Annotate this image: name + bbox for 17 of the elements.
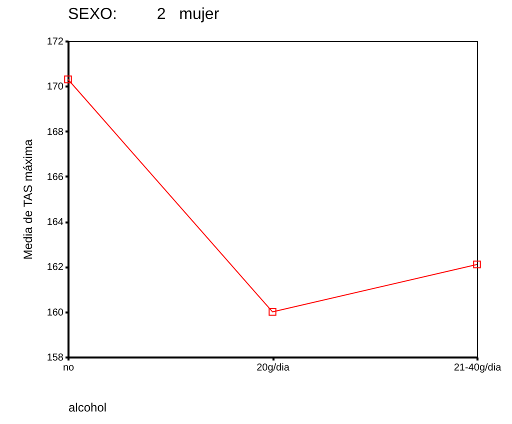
- x-tick-label: no: [62, 362, 74, 374]
- y-tick-label: 160: [46, 307, 64, 318]
- y-tick-label: 166: [46, 172, 64, 183]
- point: [473, 260, 481, 268]
- y-tick-label: 158: [46, 352, 64, 364]
- x-axis-title: alcohol: [68, 400, 107, 414]
- y-axis-title: Media de TAS máxima: [20, 139, 35, 260]
- point: [268, 308, 276, 316]
- y-tick-label: 164: [46, 217, 64, 228]
- y-tick-label: 162: [46, 262, 64, 274]
- point: [64, 76, 72, 84]
- y-tick-label: 172: [46, 36, 64, 48]
- y-tick-label: 168: [46, 126, 64, 138]
- x-tick-label: 20g/dia: [256, 362, 290, 374]
- chart-title: SEXO: 2 mujer: [68, 6, 220, 23]
- x-tick-label: 21-40g/dia: [454, 362, 502, 374]
- y-tick-label: 170: [46, 82, 64, 93]
